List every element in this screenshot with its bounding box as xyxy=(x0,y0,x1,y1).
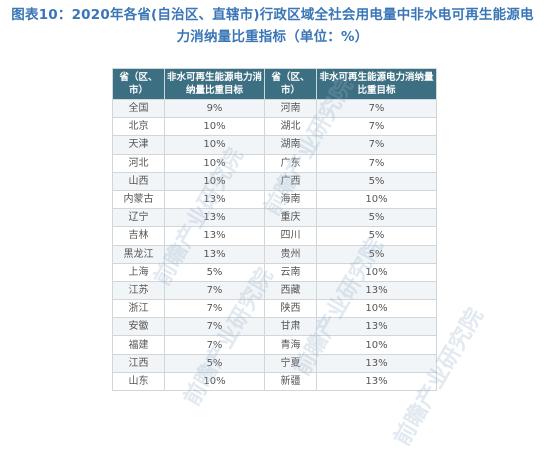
header-province-left: 省（区、市） xyxy=(112,68,165,100)
page-title: 图表10：2020年各省(自治区、直辖市)行政区域全社会用电量中非水电可再生能源… xyxy=(0,4,545,48)
cell-province: 黑龙江 xyxy=(112,244,165,264)
table-row: 内蒙古 13% 海南 10% xyxy=(112,189,437,210)
cell-province: 天津 xyxy=(112,135,165,155)
cell-target: 10% xyxy=(164,117,265,137)
cell-target: 10% xyxy=(316,335,437,355)
cell-province: 重庆 xyxy=(264,208,317,228)
table-row: 山东 10% 新疆 13% xyxy=(112,371,437,392)
cell-target: 13% xyxy=(316,353,437,373)
cell-target: 10% xyxy=(164,171,265,191)
cell-province: 广西 xyxy=(264,171,317,191)
table-row: 黑龙江 13% 贵州 5% xyxy=(112,244,437,264)
cell-target: 13% xyxy=(316,371,437,392)
title-line-2: 力消纳量比重指标（单位：%） xyxy=(176,29,369,45)
consumption-target-table: 省（区、市） 非水可再生能源电力消纳量比重目标 省（区、市） 非水可再生能源电力… xyxy=(112,68,437,392)
cell-province: 江西 xyxy=(112,353,165,373)
cell-target: 10% xyxy=(316,299,437,319)
table-row: 吉林 13% 四川 5% xyxy=(112,226,437,246)
table-row: 浙江 7% 陕西 10% xyxy=(112,299,437,319)
cell-province: 四川 xyxy=(264,226,317,246)
cell-province: 北京 xyxy=(112,117,165,137)
header-target-left: 非水可再生能源电力消纳量比重目标 xyxy=(164,68,265,100)
cell-province: 内蒙古 xyxy=(112,189,165,210)
cell-target: 10% xyxy=(164,371,265,392)
cell-target: 13% xyxy=(316,280,437,301)
cell-province: 上海 xyxy=(112,262,165,282)
cell-province: 青海 xyxy=(264,335,317,355)
cell-target: 7% xyxy=(164,317,265,337)
table-row: 辽宁 13% 重庆 5% xyxy=(112,208,437,228)
cell-target: 7% xyxy=(316,135,437,155)
cell-target: 13% xyxy=(316,317,437,337)
cell-province: 山西 xyxy=(112,171,165,191)
cell-target: 5% xyxy=(164,262,265,282)
cell-target: 13% xyxy=(164,208,265,228)
cell-target: 7% xyxy=(164,280,265,301)
cell-province: 广东 xyxy=(264,153,317,173)
cell-target: 10% xyxy=(316,262,437,282)
cell-target: 5% xyxy=(164,353,265,373)
cell-province: 安徽 xyxy=(112,317,165,337)
cell-province: 陕西 xyxy=(264,299,317,319)
table-header-row: 省（区、市） 非水可再生能源电力消纳量比重目标 省（区、市） 非水可再生能源电力… xyxy=(112,68,437,100)
cell-target: 7% xyxy=(164,299,265,319)
table-row: 福建 7% 青海 10% xyxy=(112,335,437,355)
cell-province: 海南 xyxy=(264,189,317,210)
cell-province: 山东 xyxy=(112,371,165,392)
cell-province: 湖南 xyxy=(264,135,317,155)
cell-target: 13% xyxy=(164,189,265,210)
cell-province: 福建 xyxy=(112,335,165,355)
cell-province: 河北 xyxy=(112,153,165,173)
cell-province: 河南 xyxy=(264,98,317,119)
cell-province: 辽宁 xyxy=(112,208,165,228)
table-row: 天津 10% 湖南 7% xyxy=(112,135,437,155)
table-row: 江苏 7% 西藏 13% xyxy=(112,280,437,301)
cell-province: 西藏 xyxy=(264,280,317,301)
table-row: 河北 10% 广东 7% xyxy=(112,153,437,173)
table-body: 全国 9% 河南 7% 北京 10% 湖北 7% 天津 10% 湖南 7% 河北 10% 广东 7% 山西 10%… xyxy=(112,98,437,392)
cell-target: 10% xyxy=(316,189,437,210)
cell-target: 7% xyxy=(316,98,437,119)
header-province-right: 省（区、市） xyxy=(264,68,317,100)
table-row: 北京 10% 湖北 7% xyxy=(112,117,437,137)
cell-target: 5% xyxy=(316,208,437,228)
cell-target: 7% xyxy=(316,153,437,173)
table-row: 江西 5% 宁夏 13% xyxy=(112,353,437,373)
cell-target: 9% xyxy=(164,98,265,119)
cell-province: 云南 xyxy=(264,262,317,282)
cell-province: 全国 xyxy=(112,98,165,119)
cell-target: 5% xyxy=(316,244,437,264)
cell-province: 甘肃 xyxy=(264,317,317,337)
cell-province: 吉林 xyxy=(112,226,165,246)
cell-target: 7% xyxy=(316,117,437,137)
header-target-right: 非水可再生能源电力消纳量比重目标 xyxy=(316,68,437,100)
cell-target: 7% xyxy=(164,335,265,355)
cell-target: 10% xyxy=(164,153,265,173)
cell-province: 浙江 xyxy=(112,299,165,319)
table-row: 上海 5% 云南 10% xyxy=(112,262,437,282)
cell-target: 5% xyxy=(316,171,437,191)
title-line-1: 图表10：2020年各省(自治区、直辖市)行政区域全社会用电量中非水电可再生能源… xyxy=(11,7,534,23)
cell-target: 10% xyxy=(164,135,265,155)
table-row: 山西 10% 广西 5% xyxy=(112,171,437,191)
table-row: 全国 9% 河南 7% xyxy=(112,98,437,119)
cell-target: 5% xyxy=(316,226,437,246)
cell-province: 湖北 xyxy=(264,117,317,137)
table-row: 安徽 7% 甘肃 13% xyxy=(112,317,437,337)
cell-target: 13% xyxy=(164,244,265,264)
cell-province: 江苏 xyxy=(112,280,165,301)
cell-province: 新疆 xyxy=(264,371,317,392)
cell-province: 宁夏 xyxy=(264,353,317,373)
cell-target: 13% xyxy=(164,226,265,246)
cell-province: 贵州 xyxy=(264,244,317,264)
